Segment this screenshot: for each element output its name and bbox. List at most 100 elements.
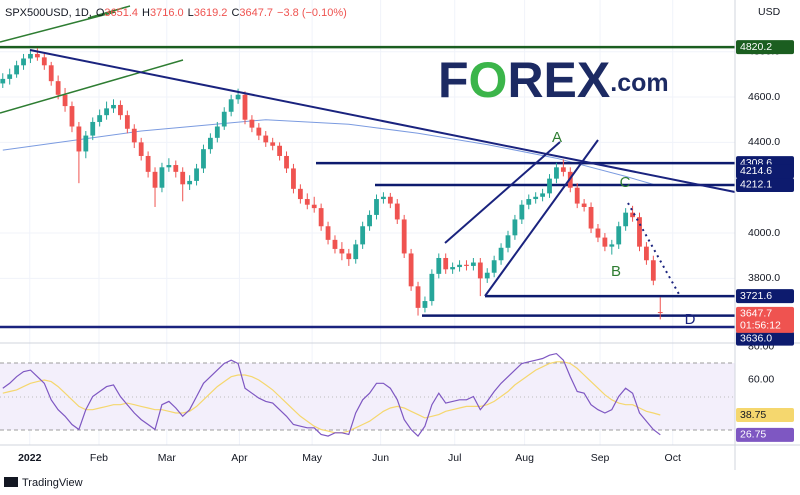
tv-logo: [4, 477, 18, 487]
candle-body: [76, 126, 82, 152]
logo-part: O: [469, 52, 508, 108]
symbol: SPX500USD, 1D,: [5, 7, 92, 19]
ohlc-prefix: O: [96, 7, 105, 19]
candle-body: [484, 272, 490, 279]
candle-body: [55, 81, 61, 95]
candle-body: [644, 246, 649, 261]
candle-body: [7, 74, 13, 79]
annotation: B: [611, 263, 621, 280]
candle-body: [381, 196, 386, 200]
candle-body: [457, 264, 462, 268]
ohlc-prefix: C: [231, 7, 239, 19]
candle-body: [353, 244, 359, 260]
y-tick-label: 60.00: [748, 374, 774, 386]
candle-body: [346, 253, 352, 260]
ma-label-bg: [736, 164, 794, 179]
candle-body: [540, 193, 545, 197]
rsi-ma-label: 38.75: [740, 409, 766, 421]
candle-body: [401, 219, 407, 254]
level-label-bg: [736, 177, 794, 192]
ma-label: 4214.6: [740, 165, 772, 177]
candle-body: [325, 226, 331, 240]
candle-body: [131, 128, 137, 143]
candle-body: [14, 65, 20, 75]
trend-line: [0, 11, 116, 43]
candle-body: [118, 104, 123, 116]
candle-body: [69, 106, 75, 127]
candle-body: [602, 237, 608, 247]
candle-body: [560, 167, 566, 172]
candle-body: [249, 119, 255, 128]
level-label-bg: [736, 40, 794, 55]
candle-body: [256, 127, 262, 136]
candle-body: [581, 203, 587, 207]
candle-body: [394, 203, 400, 220]
candle-body: [97, 115, 103, 122]
candle-body: [111, 104, 116, 109]
ohlc-prefix: H: [142, 7, 150, 19]
x-tick-label: Oct: [665, 452, 681, 464]
candle-body: [609, 244, 615, 247]
candle-body: [207, 137, 213, 150]
trend-line: [29, 49, 736, 193]
candle-body: [145, 155, 151, 172]
candle-body: [630, 212, 635, 218]
logo-part: .com: [610, 69, 668, 97]
candle-body: [498, 247, 504, 261]
symbol-header: SPX500USD, 1D, O3651.4 H3716.0 L3619.2 C3647…: [5, 7, 347, 19]
annotation: A: [552, 129, 562, 146]
candle-body: [464, 264, 469, 266]
ohlc-value: 3716.0: [150, 7, 184, 19]
rsi-ma-line: [2, 361, 661, 434]
candle-body: [318, 208, 324, 227]
candle-body: [104, 108, 109, 116]
ohlc-value: 3651.4: [104, 7, 138, 19]
logo-part: F: [438, 52, 469, 108]
y-tick-label: 3800.0: [748, 272, 780, 284]
trend-line: [87, 5, 131, 19]
candle-body: [277, 145, 283, 156]
rsi-label: 26.75: [740, 429, 766, 441]
annotation: D: [685, 311, 696, 328]
annotation: C: [620, 174, 631, 191]
logo-part: REX: [507, 52, 610, 108]
candle-body: [519, 204, 525, 220]
candle-body: [450, 267, 456, 270]
candle-body: [574, 187, 580, 204]
candle-body: [62, 94, 68, 107]
logo: FOREX.com: [438, 52, 669, 108]
x-tick-label: Mar: [158, 452, 177, 464]
candle-body: [533, 196, 539, 200]
candle-body: [332, 239, 338, 249]
candle-body: [429, 273, 435, 302]
trend-line: [444, 141, 561, 244]
ohlc-prefix: L: [188, 7, 194, 19]
candle-body: [297, 188, 303, 200]
candle-body: [284, 155, 289, 169]
candle-body: [387, 196, 393, 204]
candle-body: [526, 199, 532, 205]
candle-body: [221, 111, 227, 127]
candle-body: [138, 142, 144, 156]
candle-body: [41, 57, 47, 66]
candle-body: [470, 262, 476, 266]
candle-body: [194, 168, 199, 181]
last-price-bg: [736, 306, 794, 333]
y-tick-label: 4000.0: [748, 227, 780, 239]
rsi-line: [2, 352, 661, 438]
candle-body: [491, 260, 497, 273]
x-tick-label: Sep: [591, 452, 610, 464]
candle-body: [235, 94, 241, 100]
level-label-bg: [736, 289, 794, 304]
candle-body: [339, 248, 345, 254]
change: −3.8 (−0.10%): [277, 7, 347, 19]
candle-body: [623, 212, 629, 227]
candle-body: [304, 199, 310, 205]
rsi-ma-label-bg: [736, 408, 794, 423]
x-tick-label: Aug: [515, 452, 534, 464]
candle-body: [159, 167, 165, 188]
candle-body: [291, 168, 296, 189]
y-tick-label: 4400.0: [748, 136, 780, 148]
candle-body: [637, 217, 642, 247]
candle-body: [657, 312, 663, 314]
